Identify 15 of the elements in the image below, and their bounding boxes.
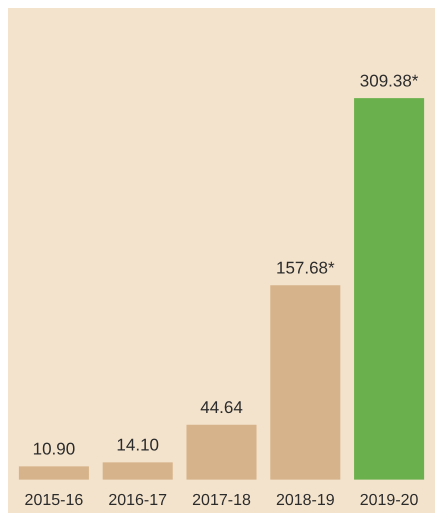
x-tick-label: 2017-18: [192, 492, 251, 509]
bar: [270, 285, 340, 480]
data-label: 309.38*: [360, 71, 419, 90]
x-tick-label: 2015-16: [24, 492, 84, 509]
bar: [18, 466, 89, 480]
x-tick-label: 2016-17: [108, 492, 168, 509]
data-label: 10.90: [32, 440, 76, 459]
data-label: 14.10: [116, 436, 159, 455]
data-label: 44.64: [200, 398, 243, 417]
x-tick-label: 2018-19: [276, 492, 335, 509]
x-tick-label: 2019-20: [360, 492, 419, 509]
bar: [102, 462, 173, 480]
bar: [186, 424, 257, 480]
bar: [354, 98, 424, 480]
data-label: 157.68*: [276, 258, 335, 278]
